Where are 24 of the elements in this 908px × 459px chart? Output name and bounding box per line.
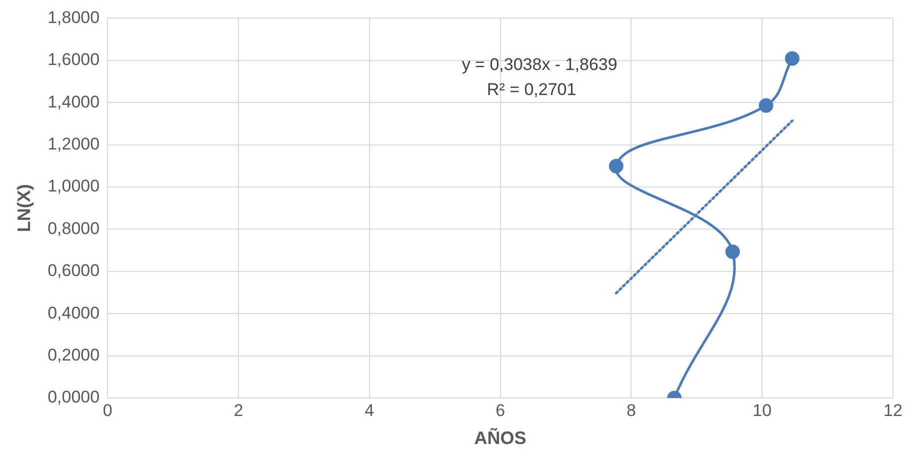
y-tick-label: 1,8000: [48, 8, 100, 27]
y-tick-label: 0,2000: [48, 345, 100, 364]
point: [758, 98, 774, 113]
y-tick-label: 1,6000: [48, 50, 100, 70]
point: [784, 51, 800, 66]
x-tick-label: 12: [884, 400, 902, 420]
y-axis-title: LN(X): [14, 184, 34, 232]
annotation: R² = 0,2701: [486, 80, 576, 99]
x-tick-label: 4: [364, 400, 374, 420]
y-tick-label: 1,2000: [48, 134, 100, 154]
x-axis-title: AÑOS: [474, 427, 526, 448]
x-tick-label: 6: [496, 400, 506, 420]
x-tick-label: 8: [626, 400, 636, 420]
y-tick-label: 0,0000: [48, 388, 100, 407]
y-tick-label: 1,0000: [48, 176, 100, 196]
y-tick-label: 0,4000: [48, 303, 100, 322]
y-tick-label: 0,8000: [48, 218, 100, 238]
point: [608, 158, 624, 174]
annotation: y = 0,3038x - 1,8639: [462, 54, 618, 74]
x-tick-label: 2: [234, 400, 244, 420]
y-tick-label: 0,6000: [48, 261, 100, 280]
x-tick-label: 10: [752, 400, 772, 420]
x-tick-label: 0: [102, 400, 112, 420]
y-tick-label: 1,4000: [48, 92, 100, 112]
